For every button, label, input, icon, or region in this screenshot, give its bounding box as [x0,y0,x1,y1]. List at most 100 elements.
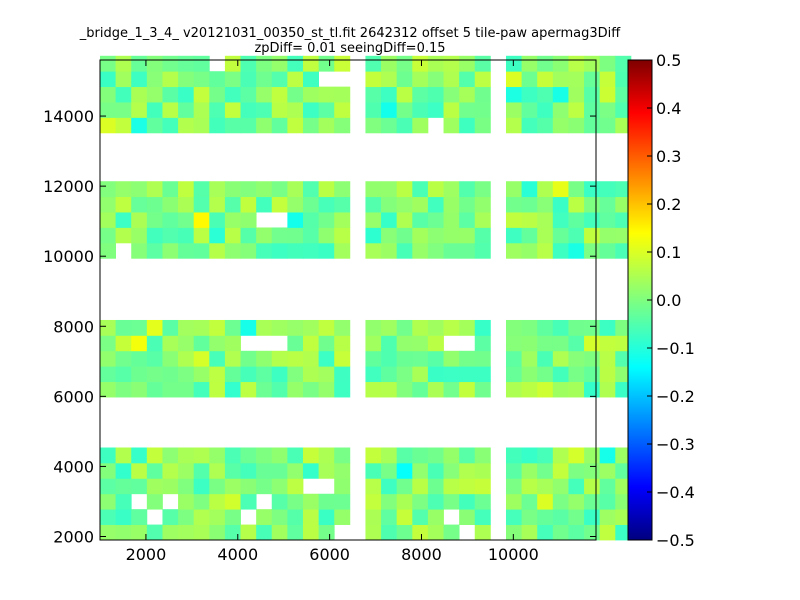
heatmap-cell [178,86,195,103]
heatmap-cell [396,319,413,336]
heatmap-cell [521,350,538,367]
heatmap-cell [302,493,319,510]
heatmap-cell [146,196,163,213]
heatmap-cell [474,462,491,479]
heatmap-cell [209,478,226,495]
heatmap-cell [505,335,522,352]
heatmap-cell [115,381,132,398]
heatmap-cell [178,71,195,88]
heatmap-cell [537,86,554,103]
heatmap-cell [271,447,288,464]
heatmap-cell [412,227,429,244]
heatmap-cell [209,102,226,118]
heatmap-cell [100,509,117,525]
heatmap-cell [162,181,179,198]
heatmap-cell [318,335,335,352]
heatmap-cell [271,227,288,244]
heatmap-cell [427,478,444,495]
heatmap-cell [302,366,319,383]
heatmap-cell [209,350,226,367]
heatmap-cell [443,227,460,244]
heatmap-cell [568,242,585,259]
heatmap-cell [584,212,601,228]
heatmap-cell [240,71,257,88]
heatmap-cell [115,86,132,103]
heatmap-cell [412,71,429,88]
heatmap-cell [131,71,148,88]
heatmap-cell [115,493,132,510]
heatmap-cell [552,478,569,495]
heatmap-cell [256,462,273,479]
heatmap-cell [443,462,460,479]
heatmap-cell [381,350,398,367]
heatmap-cell [146,524,163,541]
heatmap-cell [146,55,163,72]
heatmap-cell [100,181,117,198]
heatmap-cell [224,117,241,134]
heatmap-cell [193,350,210,367]
y-tick-label: 8000 [53,317,94,336]
heatmap-cell [287,509,304,525]
chart-title: _bridge_1_3_4_ v20121031_00350_st_tl.fit… [79,26,621,41]
heatmap-cell [256,350,273,367]
heatmap-cell [443,212,460,228]
heatmap-cell [521,227,538,244]
heatmap-cell [365,319,382,336]
heatmap-cell [537,181,554,198]
heatmap-cell [396,86,413,103]
heatmap-cell [178,350,195,367]
heatmap-cell [615,478,632,495]
heatmap-cell [568,447,585,464]
heatmap-cell [427,524,444,541]
heatmap-cell [615,117,632,134]
heatmap-cell [381,366,398,383]
heatmap-cell [615,212,632,228]
heatmap-cell [193,493,210,510]
heatmap-cell [615,102,632,118]
heatmap-cell [427,86,444,103]
heatmap-cell [505,86,522,103]
heatmap-cell [365,509,382,525]
heatmap-cell [240,117,257,134]
heatmap-cell [505,366,522,383]
heatmap-cell [537,462,554,479]
heatmap-cell [271,493,288,510]
heatmap-cell [302,117,319,134]
heatmap-cell [178,227,195,244]
heatmap-cell [365,86,382,103]
heatmap-cell [162,381,179,398]
heatmap-cell [427,509,444,525]
heatmap-cell [209,242,226,259]
heatmap-cell [427,102,444,118]
heatmap-cell [381,335,398,352]
heatmap-cell [396,71,413,88]
heatmap-cell [537,117,554,134]
heatmap-cell [474,319,491,336]
heatmap-cell [162,86,179,103]
heatmap-cell [146,212,163,228]
y-tick-label: 14000 [43,107,94,126]
heatmap-cell [256,478,273,495]
colorbar-tick-label: 0.0 [656,291,681,310]
heatmap-cell [584,366,601,383]
heatmap-cell [521,212,538,228]
heatmap-cell [193,447,210,464]
heatmap-cell [599,71,616,88]
heatmap-cell [287,381,304,398]
heatmap-cell [365,55,382,72]
heatmap-cell [459,493,476,510]
heatmap-cell [334,55,351,72]
heatmap-cell [240,196,257,213]
heatmap-cell [474,102,491,118]
heatmap-cell [552,335,569,352]
heatmap-cell [209,493,226,510]
heatmap-cell [537,447,554,464]
heatmap-cell [178,242,195,259]
heatmap-cell [146,102,163,118]
colorbar-tick-label: 0.1 [656,243,681,262]
chart-subtitle: zpDiff= 0.01 seeingDiff=0.15 [254,41,446,56]
heatmap-cell [537,102,554,118]
heatmap-cell [318,86,335,103]
heatmap-cell [396,181,413,198]
heatmap-cell [568,102,585,118]
